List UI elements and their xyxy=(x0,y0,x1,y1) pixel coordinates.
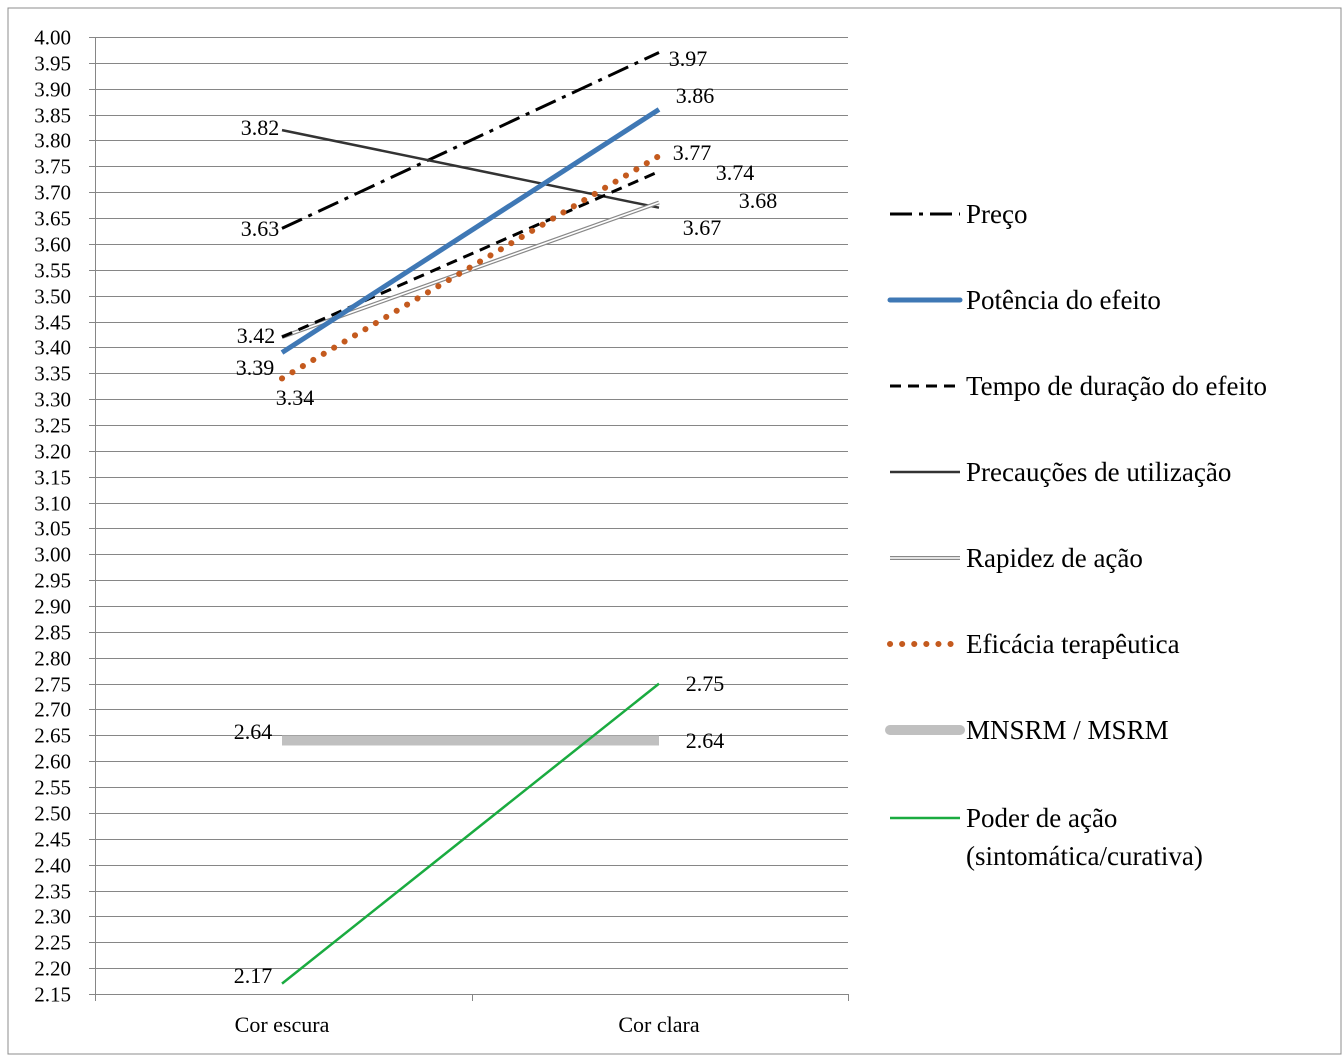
y-tick-label: 3.65 xyxy=(34,207,71,231)
legend-label: Precauções de utilização xyxy=(966,457,1231,487)
y-tick-label: 4.00 xyxy=(34,26,71,50)
data-label: 3.68 xyxy=(739,188,778,213)
data-label: 3.97 xyxy=(669,46,708,71)
y-tick-label: 3.20 xyxy=(34,440,71,464)
data-labels-layer: 3.63 3.97 3.39 3.86 3.42 3.74 3.82 3.67 3.68 3.34… xyxy=(234,46,778,988)
y-tick-label: 2.95 xyxy=(34,569,71,593)
series-line xyxy=(279,152,662,382)
y-tick-label: 2.50 xyxy=(34,802,71,826)
data-label: 3.77 xyxy=(673,140,712,165)
y-tick-label: 2.55 xyxy=(34,776,71,800)
legend-label: Potência do efeito xyxy=(966,285,1161,315)
y-tick-label: 2.40 xyxy=(34,854,71,878)
y-tick-label: 2.75 xyxy=(34,673,71,697)
y-tick-label: 3.30 xyxy=(34,388,71,412)
y-tick-label: 3.90 xyxy=(34,78,71,102)
y-tick-label: 2.45 xyxy=(34,828,71,852)
y-axis: 2.152.202.252.302.352.402.452.502.552.60… xyxy=(34,26,96,1007)
y-tick-label: 3.10 xyxy=(34,492,71,516)
y-tick-label: 3.55 xyxy=(34,259,71,283)
y-tick-label: 3.40 xyxy=(34,336,71,360)
y-tick-label: 2.70 xyxy=(34,698,71,722)
gridlines xyxy=(95,37,848,969)
y-tick-label: 2.65 xyxy=(34,724,71,748)
series-line xyxy=(281,51,660,230)
y-tick-label: 3.85 xyxy=(34,104,71,128)
x-axis: Cor escura Cor clara xyxy=(95,994,849,1037)
legend-label: Eficácia terapêutica xyxy=(966,629,1180,659)
series-line xyxy=(281,170,660,339)
y-tick-label: 2.85 xyxy=(34,621,71,645)
y-tick-label: 2.60 xyxy=(34,750,71,774)
data-label: 3.82 xyxy=(241,115,280,140)
y-tick-label: 2.80 xyxy=(34,647,71,671)
y-tick-label: 3.15 xyxy=(34,466,71,490)
y-tick-label: 3.35 xyxy=(34,362,71,386)
y-tick-label: 3.25 xyxy=(34,414,71,438)
series-line xyxy=(280,107,661,355)
legend-label: Preço xyxy=(966,199,1027,229)
data-label: 3.74 xyxy=(716,160,755,185)
y-tick-label: 3.95 xyxy=(34,52,71,76)
x-tick-label: Cor escura xyxy=(235,1012,330,1037)
legend-label: Tempo de duração do efeito xyxy=(966,371,1267,401)
y-tick-label: 3.45 xyxy=(34,311,71,335)
y-tick-label: 3.75 xyxy=(34,155,71,179)
y-tick-label: 3.00 xyxy=(34,543,71,567)
data-label: 3.86 xyxy=(676,83,715,108)
y-tick-label: 3.50 xyxy=(34,285,71,309)
chart-border xyxy=(7,7,1342,1055)
legend-label: Rapidez de ação xyxy=(966,543,1143,573)
legend-label: MNSRM / MSRM xyxy=(966,715,1169,745)
y-tick-label: 3.80 xyxy=(34,129,71,153)
data-label: 2.75 xyxy=(686,671,725,696)
data-label: 3.39 xyxy=(236,355,275,380)
y-tick-label: 2.35 xyxy=(34,880,71,904)
data-label: 2.17 xyxy=(234,963,273,988)
series-line xyxy=(281,682,660,985)
y-tick-label: 2.20 xyxy=(34,957,71,981)
y-tick-label: 3.05 xyxy=(34,517,71,541)
x-tick-label: Cor clara xyxy=(618,1012,699,1037)
legend: Preço Potência do efeito Tempo de duração … xyxy=(885,199,1267,871)
y-tick-label: 2.25 xyxy=(34,931,71,955)
legend-label: (sintomática/curativa) xyxy=(966,841,1203,871)
y-tick-label: 3.60 xyxy=(34,233,71,257)
y-tick-label: 3.70 xyxy=(34,181,71,205)
data-label: 2.64 xyxy=(686,728,725,753)
data-label: 2.64 xyxy=(234,719,273,744)
series-layer xyxy=(279,51,662,985)
data-label: 3.67 xyxy=(683,215,722,240)
legend-label: Poder de ação xyxy=(966,803,1117,833)
y-tick-label: 2.90 xyxy=(34,595,71,619)
data-label: 3.34 xyxy=(276,385,315,410)
y-tick-label: 2.30 xyxy=(34,905,71,929)
data-label: 3.63 xyxy=(241,216,280,241)
data-label: 3.42 xyxy=(237,323,276,348)
y-tick-label: 2.15 xyxy=(34,983,71,1007)
